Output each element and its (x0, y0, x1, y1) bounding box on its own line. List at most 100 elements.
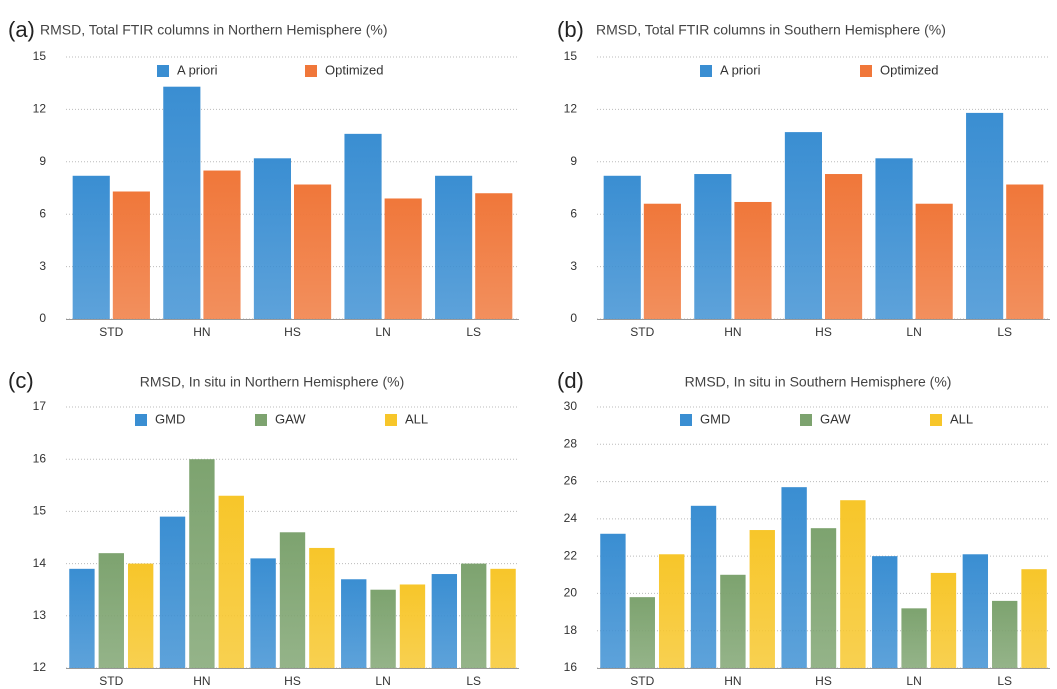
bar (490, 568, 516, 668)
chart-title: RMSD, In situ in Southern Hemisphere (%) (685, 374, 952, 390)
bar (112, 191, 150, 319)
bar (720, 574, 746, 668)
x-tick-label: HS (815, 325, 832, 339)
legend-swatch (800, 414, 812, 426)
legend-swatch (385, 414, 397, 426)
bar (901, 608, 927, 668)
bar (734, 201, 772, 319)
x-tick-label: HS (284, 325, 301, 339)
y-tick-label: 15 (33, 504, 47, 518)
bar (1021, 569, 1047, 668)
bar (384, 198, 422, 319)
x-tick-label: STD (99, 674, 123, 688)
y-tick-label: 3 (39, 259, 46, 273)
x-tick-label: LS (466, 674, 481, 688)
x-tick-label: HN (724, 325, 741, 339)
bar (915, 203, 953, 319)
legend-label: GMD (155, 411, 185, 426)
y-tick-label: 16 (564, 660, 578, 674)
y-tick-label: 22 (564, 548, 578, 562)
x-tick-label: HS (284, 674, 301, 688)
bar (279, 532, 306, 668)
legend-swatch (157, 65, 169, 77)
bar (962, 554, 989, 668)
y-tick-label: 15 (33, 49, 47, 63)
legend-swatch (930, 414, 942, 426)
bar (294, 184, 332, 319)
y-tick-label: 26 (564, 474, 578, 488)
bar (643, 203, 681, 319)
y-tick-label: 24 (564, 511, 578, 525)
legend-label: GAW (820, 411, 851, 426)
bar (600, 533, 626, 668)
bar (399, 584, 426, 668)
legend-swatch (700, 65, 712, 77)
legend-label: Optimized (325, 62, 384, 77)
bar (69, 568, 95, 668)
bar (749, 530, 775, 668)
bar (629, 597, 655, 668)
y-tick-label: 15 (564, 49, 578, 63)
bar (872, 556, 898, 668)
legend-label: A priori (177, 62, 218, 77)
bar (461, 563, 487, 668)
panel-label: (d) (557, 368, 584, 393)
bar (966, 112, 1004, 319)
chart-title: RMSD, Total FTIR columns in Northern Hem… (40, 22, 388, 38)
x-tick-label: LS (997, 674, 1012, 688)
panel-label: (c) (8, 368, 34, 393)
bar (603, 175, 641, 319)
legend-swatch (860, 65, 872, 77)
x-tick-label: LN (906, 674, 921, 688)
legend-swatch (135, 414, 147, 426)
bar (341, 579, 367, 668)
chart-title: RMSD, In situ in Northern Hemisphere (%) (140, 374, 405, 390)
bar (431, 574, 458, 668)
bar (370, 589, 396, 668)
x-tick-label: STD (630, 674, 654, 688)
bar (159, 516, 186, 668)
bar (344, 133, 382, 319)
panel-label: (a) (8, 17, 35, 42)
bar (475, 193, 513, 319)
y-tick-label: 0 (39, 311, 46, 325)
bar (218, 495, 244, 668)
bar (309, 547, 335, 668)
chart-title: RMSD, Total FTIR columns in Southern Hem… (596, 22, 946, 38)
bar (784, 132, 822, 319)
y-tick-label: 20 (564, 586, 578, 600)
legend-label: ALL (950, 411, 973, 426)
bar (127, 563, 154, 668)
bar (1006, 184, 1044, 319)
y-tick-label: 12 (564, 102, 578, 116)
bar (250, 558, 276, 668)
x-tick-label: LN (375, 325, 390, 339)
x-tick-label: HN (193, 674, 210, 688)
bar (930, 572, 957, 668)
x-tick-label: LN (375, 674, 390, 688)
y-tick-label: 14 (33, 556, 47, 570)
y-tick-label: 28 (564, 436, 578, 450)
bar (189, 459, 215, 668)
y-tick-label: 3 (570, 259, 577, 273)
x-tick-label: HS (815, 674, 832, 688)
bar (810, 528, 837, 668)
bar (690, 505, 717, 668)
bar (825, 174, 863, 319)
y-tick-label: 0 (570, 311, 577, 325)
legend-label: Optimized (880, 62, 939, 77)
y-tick-label: 18 (564, 623, 578, 637)
y-tick-label: 6 (39, 206, 46, 220)
bar (98, 553, 124, 668)
bar (992, 600, 1018, 668)
y-tick-label: 9 (570, 154, 577, 168)
x-tick-label: LN (906, 325, 921, 339)
x-tick-label: LS (997, 325, 1012, 339)
legend-label: GAW (275, 411, 306, 426)
y-tick-label: 6 (570, 206, 577, 220)
bar (163, 86, 201, 320)
x-tick-label: HN (724, 674, 741, 688)
y-tick-label: 30 (564, 399, 578, 413)
bar (781, 487, 807, 668)
